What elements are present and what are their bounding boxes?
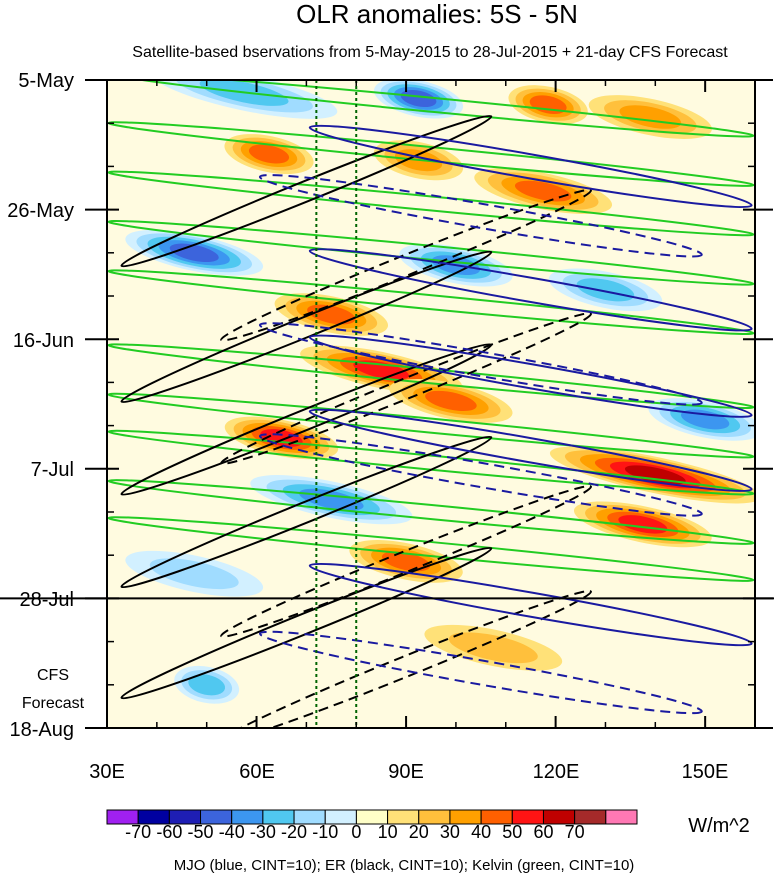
colorbar-label: -40 (219, 822, 245, 842)
anomaly-contour-fill (576, 278, 635, 302)
wave-contour (107, 516, 755, 582)
colorbar-label: -10 (312, 822, 338, 842)
wave-contour (120, 546, 493, 700)
wave-contour (308, 124, 753, 209)
anomaly-patch (548, 268, 663, 312)
anomaly-patch (373, 80, 464, 119)
chart-title: OLR anomalies: 5S - 5N (296, 0, 578, 29)
y-tick-label: 16-Jun (13, 330, 74, 352)
anomaly-contour-fill (400, 89, 437, 108)
wave-contour (258, 174, 703, 258)
x-tick-label: 120E (533, 761, 580, 783)
wave-contour (107, 392, 755, 459)
colorbar-label: 10 (378, 822, 398, 842)
colorbar-swatch (605, 809, 638, 825)
wave-contour (120, 114, 493, 268)
reference-lines (315, 80, 358, 728)
wave-contour (258, 630, 703, 715)
wave-contour (107, 80, 755, 138)
wave-contour (220, 590, 592, 728)
wave-contour (258, 433, 703, 517)
anomaly-patch (573, 501, 712, 548)
chart-subtitle: Satellite-based bservations from 5-May-2… (132, 44, 728, 61)
plot-frame (106, 79, 756, 729)
x-tick-label: 60E (239, 761, 275, 783)
forecast-label-line1: CFS (37, 667, 69, 684)
contours-caption: MJO (blue, CINT=10); ER (black, CINT=10)… (174, 857, 635, 874)
colorbar-label: -30 (250, 822, 276, 842)
wave-contour (220, 485, 592, 638)
y-tick-label: 26-May (7, 200, 74, 222)
wave-contour (308, 334, 753, 418)
y-tick-label: 5-May (18, 70, 74, 92)
anomaly-patch (174, 665, 240, 704)
x-tick-label: 150E (682, 761, 729, 783)
anomaly-contour-fill (448, 632, 538, 664)
colorbar-label: 30 (440, 822, 460, 842)
colorbar-label: -20 (281, 822, 307, 842)
x-tick-label: 30E (89, 761, 125, 783)
y-tick-label: 7-Jul (31, 459, 74, 481)
wave-contour (308, 562, 753, 647)
anomaly-contour-fill (425, 390, 477, 411)
colorbar-label: 20 (409, 822, 429, 842)
forecast-label-line2: Forecast (22, 695, 85, 712)
anomaly-contour-fill (381, 551, 431, 572)
colorbar-label: -50 (188, 822, 214, 842)
wave-contour (220, 188, 592, 342)
colorbar (106, 809, 638, 825)
anomaly-contour-fill (248, 144, 290, 164)
axis-ticks (85, 79, 773, 729)
x-tick-label: 90E (388, 761, 424, 783)
anomaly-patch (125, 550, 264, 597)
wave-contour (308, 248, 753, 332)
colorbar-labels: -70 -60 -50 -40 -30 -20 -10 0 10 20 30 40 50 60 70 (125, 822, 584, 842)
colorbar-unit: W/m^2 (688, 815, 750, 837)
anomaly-patch (474, 168, 613, 214)
anomaly-contour-fill (514, 180, 572, 202)
anomaly-contour-fill (149, 558, 239, 590)
colorbar-label: -70 (125, 822, 151, 842)
colorbar-label: 70 (565, 822, 585, 842)
wave-contour (308, 408, 753, 492)
colorbar-label: 0 (351, 822, 361, 842)
wave-contour (107, 269, 755, 335)
wave-contour (258, 322, 703, 406)
y-tick-label: 18-Aug (10, 719, 75, 741)
anomaly-contour-fill (624, 465, 686, 485)
wave-contour (107, 479, 755, 545)
colorbar-label: 60 (533, 822, 553, 842)
wave-contour (107, 170, 755, 237)
anomaly-patch (424, 624, 563, 671)
wave-contour (120, 435, 493, 589)
y-tick-label: 28-Jul (20, 589, 74, 611)
colorbar-label: 50 (502, 822, 522, 842)
wave-contour (107, 219, 755, 286)
anomaly-patch (125, 229, 264, 276)
colorbar-label: 40 (471, 822, 491, 842)
anomaly-contour-fill (681, 409, 730, 430)
contour-overlay (107, 80, 755, 728)
colorbar-label: -60 (156, 822, 182, 842)
wave-contour (220, 312, 592, 465)
anomaly-contour-fill (188, 674, 226, 696)
